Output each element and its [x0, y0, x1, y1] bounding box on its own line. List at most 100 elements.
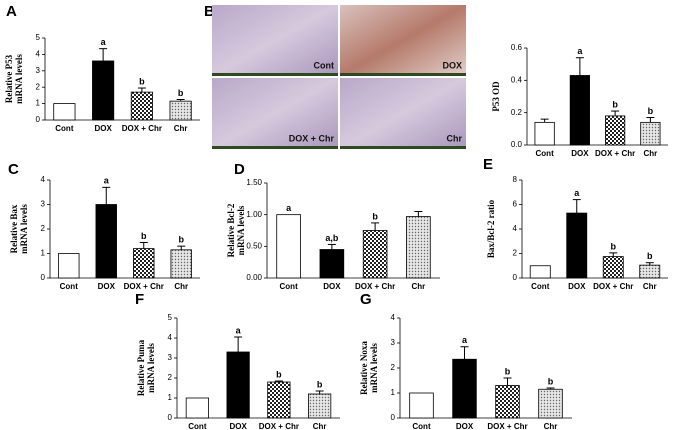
bar [639, 264, 661, 279]
x-tick-label: DOX [323, 282, 341, 291]
y-tick-label: 0 [36, 115, 41, 124]
x-tick-label: DOX + Chr [593, 282, 633, 291]
micrograph [212, 78, 338, 149]
y-tick-label: 1 [168, 393, 173, 402]
y-axis-label: Relative Puma [136, 339, 146, 396]
bar [602, 256, 624, 279]
bar [569, 75, 590, 146]
x-tick-label: Chr [313, 422, 327, 430]
y-tick-label: 0 [513, 273, 518, 282]
panel-label: A [6, 3, 17, 20]
significance-letter: b [179, 235, 185, 245]
x-tick-label: DOX [568, 282, 586, 291]
panel-label: F [135, 291, 144, 308]
x-tick-label: Chr [643, 149, 657, 158]
y-tick-label: 5 [168, 313, 173, 322]
y-tick-label: 4 [391, 313, 396, 322]
bar [53, 103, 76, 121]
micrograph [340, 5, 466, 76]
significance-letter: b [139, 76, 145, 86]
significance-letter: b [612, 99, 618, 109]
significance-letter: a [101, 37, 107, 47]
y-axis-label: Relative Bax [9, 204, 19, 253]
bar [308, 393, 332, 419]
scale-strip [340, 73, 466, 76]
x-tick-label: Chr [544, 422, 558, 430]
x-tick-label: Cont [412, 422, 431, 430]
significance-letter: b [141, 231, 147, 241]
y-tick-label: 0.50 [246, 241, 262, 250]
y-tick-label: 2 [391, 363, 396, 372]
bar [452, 358, 477, 419]
y-axis-label: Relative P53 [4, 54, 14, 103]
y-tick-label: 1.50 [246, 178, 262, 187]
x-tick-label: DOX + Chr [355, 282, 395, 291]
y-tick-label: 3 [36, 66, 41, 75]
bar [267, 381, 291, 419]
y-tick-label: 4 [168, 333, 173, 342]
bar [169, 100, 192, 121]
y-tick-label: 3 [168, 353, 173, 362]
micrograph-caption: DOX [442, 60, 462, 70]
significance-letter: b [648, 106, 654, 116]
micrograph-caption: DOX + Chr [289, 133, 335, 143]
x-tick-label: DOX [229, 422, 247, 430]
x-tick-label: DOX + Chr [259, 422, 299, 430]
x-tick-label: DOX + Chr [487, 422, 527, 430]
bar [276, 214, 301, 279]
x-tick-label: Chr [174, 282, 188, 291]
y-axis-label: mRNA levels [369, 343, 379, 393]
y-tick-label: 1 [41, 249, 46, 258]
y-tick-label: 4 [41, 175, 46, 184]
y-tick-label: 0 [168, 413, 173, 422]
x-tick-label: DOX [94, 124, 112, 133]
y-tick-label: 0.0 [511, 140, 523, 149]
y-tick-label: 0.2 [511, 108, 523, 117]
y-axis-label: P53 OD [491, 81, 501, 112]
y-tick-label: 6 [513, 200, 518, 209]
micrograph [340, 78, 466, 149]
bar [130, 91, 153, 121]
x-tick-label: Cont [55, 124, 74, 133]
scale-strip [340, 146, 466, 149]
bar [409, 392, 434, 419]
y-tick-label: 2 [41, 224, 46, 233]
significance-letter: b [611, 241, 617, 251]
y-axis-label: mRNA levels [146, 343, 156, 393]
y-axis-label: Relative Bcl-2 [226, 203, 236, 257]
y-tick-label: 0 [391, 413, 396, 422]
significance-letter: a [462, 335, 468, 345]
x-tick-label: Chr [643, 282, 657, 291]
y-axis-label: mRNA levels [236, 205, 246, 255]
y-tick-label: 0 [41, 273, 46, 282]
y-axis-label: mRNA levels [14, 54, 24, 104]
bar [170, 249, 192, 279]
panel-label: C [8, 161, 19, 178]
x-tick-label: Chr [174, 124, 188, 133]
y-tick-label: 4 [513, 224, 518, 233]
x-tick-label: DOX + Chr [595, 149, 635, 158]
significance-letter: b [372, 211, 378, 221]
x-tick-label: Cont [60, 282, 79, 291]
y-tick-label: 0.4 [511, 75, 523, 84]
x-tick-label: Cont [531, 282, 550, 291]
bar [534, 121, 555, 146]
panel-label: D [234, 161, 245, 178]
y-tick-label: 1 [36, 99, 41, 108]
x-tick-label: Cont [280, 282, 299, 291]
significance-letter: a [574, 188, 580, 198]
bar [362, 230, 388, 279]
x-tick-label: Chr [411, 282, 425, 291]
significance-letter: a [286, 203, 292, 213]
significance-letter: a,b [325, 233, 339, 243]
bar [133, 248, 155, 279]
scale-strip [212, 146, 338, 149]
significance-letter: a [104, 176, 110, 186]
significance-letter: b [647, 251, 653, 261]
x-tick-label: DOX [98, 282, 116, 291]
significance-letter: b [276, 369, 282, 379]
significance-letter: a [236, 325, 242, 335]
significance-letter: b [317, 379, 323, 389]
bar [495, 385, 520, 419]
